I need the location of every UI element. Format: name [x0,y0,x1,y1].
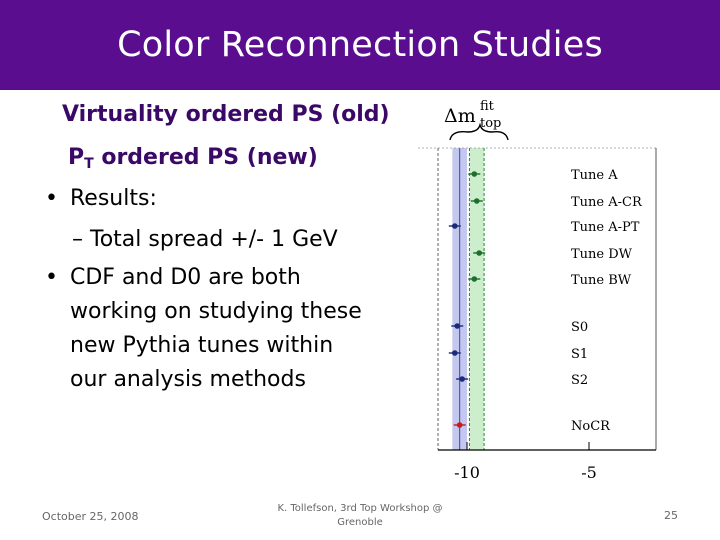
data-point [456,376,469,382]
mass-shift-plot: Δm fit top -10 -5 Tune A Tune A-CR Tune A-P… [418,99,658,482]
plot-header-delta-m: Δm [444,105,476,127]
tune-label: Tune A [571,168,618,183]
cdf-line-2: working on studying these [70,299,362,324]
x-tick-label: -10 [454,463,480,482]
x-tick-label: -5 [581,463,597,482]
data-point [451,323,464,329]
point-marker [473,198,480,204]
tune-label: Tune BW [571,273,632,288]
data-point [473,250,486,256]
data-point [470,198,483,204]
spread-line: – Total spread +/- 1 GeV [72,227,338,252]
pt-line: PT ordered PS (new) [68,145,318,172]
point-marker [452,350,458,356]
tune-label: Tune DW [571,247,633,262]
tune-label: S1 [571,347,588,362]
slide-body-text: Virtuality ordered PS (old) PT ordered P… [0,0,400,400]
cdf-line-4: our analysis methods [70,367,306,392]
data-point [448,350,461,356]
footer-presenter-line1: K. Tollefson, 3rd Top Workshop @ [277,503,443,514]
point-marker [452,223,458,229]
tune-label: Tune A-CR [571,195,643,210]
footer-presenter: K. Tollefson, 3rd Top Workshop @ Grenobl… [270,502,450,530]
pt-letter: P [68,145,85,170]
slide-title: Color Reconnection Studies [117,25,603,65]
tune-label: Tune A-PT [571,220,640,235]
plot-header-brace [449,122,509,141]
point-marker [454,323,461,329]
pt-rest: ordered PS (new) [93,145,318,170]
data-point [468,276,481,282]
green-uncertainty-band [469,148,485,450]
results-line: Results: [70,186,157,211]
pt-subscript: T [84,156,94,172]
point-marker [476,250,482,256]
slide-title-bar: Color Reconnection Studies [0,0,720,90]
tune-label: S2 [571,373,588,388]
data-point [468,171,481,177]
x-ticks-layer: -10 -5 [454,442,597,482]
footer-page-number: 25 [664,509,678,522]
plot-header-sup: fit [480,99,495,114]
tune-label: NoCR [571,419,611,434]
footer-presenter-line2: Grenoble [337,517,383,528]
point-marker [471,171,478,177]
plot-header-sub: top [480,116,501,131]
cdf-line-1: CDF and D0 are both [70,265,301,290]
tune-label: S0 [571,320,588,335]
point-marker [456,422,463,428]
point-marker [471,276,478,282]
virtuality-line: Virtuality ordered PS (old) [62,102,390,127]
data-point [448,223,461,229]
bullet-icon: • [45,186,58,211]
bullet-icon: • [45,265,58,290]
cdf-line-3: new Pythia tunes within [70,333,334,358]
data-point [453,422,466,428]
footer-date: October 25, 2008 [42,510,139,523]
point-marker [459,376,465,382]
data-points-layer [448,171,486,428]
